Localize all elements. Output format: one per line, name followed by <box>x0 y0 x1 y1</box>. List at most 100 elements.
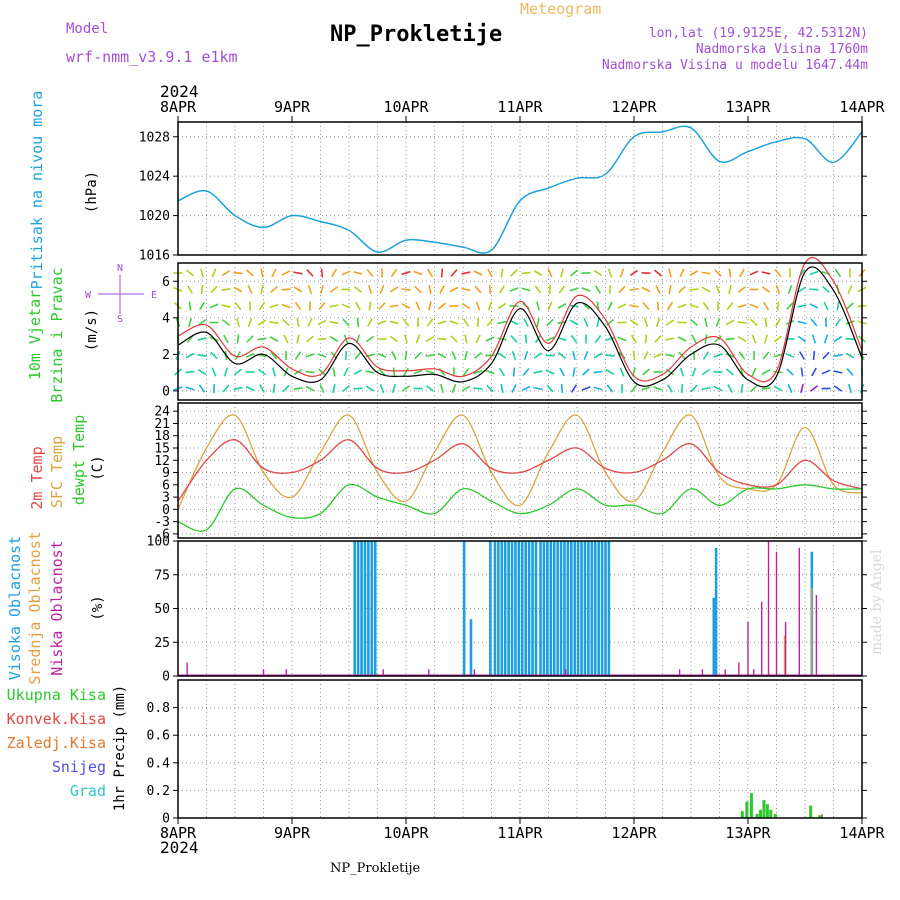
wind-arrow <box>643 317 649 328</box>
wind-arrow <box>809 385 819 392</box>
wind-arrow <box>464 350 468 361</box>
cloud-bar-high <box>549 541 553 676</box>
wind-arrow <box>474 285 482 294</box>
wind-arrow <box>368 301 372 311</box>
wind-arrow <box>641 386 651 391</box>
wind-arrow <box>749 303 759 309</box>
wind-arrow <box>797 320 807 325</box>
precip-legend-item: Konvek.Kisa <box>7 710 106 728</box>
cloud-bar-low <box>285 669 287 676</box>
wind-arrow <box>619 367 625 377</box>
wind-arrow <box>426 268 434 278</box>
wind-arrow <box>713 353 723 358</box>
cloud-bar-low <box>753 669 755 676</box>
cloud-bar-high <box>367 541 370 676</box>
wind-arrow <box>233 271 243 275</box>
wind-arrow <box>617 336 627 342</box>
precip-bar-total <box>759 809 763 818</box>
wind-arrow <box>545 336 555 342</box>
wind-arrow <box>365 385 375 392</box>
y-tick-label: 0.4 <box>147 756 171 771</box>
wind-arrow <box>547 268 553 278</box>
wind-arrow <box>486 384 494 393</box>
cloud-bar-high <box>497 541 500 676</box>
wind-arrow <box>451 384 457 393</box>
wind-arrow <box>725 319 735 326</box>
wind-arrow <box>690 318 698 327</box>
cloud-bar-high <box>469 619 473 676</box>
wind-arrow <box>281 270 291 276</box>
compass-n: N <box>117 263 123 274</box>
wind-arrow <box>282 318 290 327</box>
wind-arrow <box>260 284 264 295</box>
wind-arrow <box>440 268 444 278</box>
temp-unit-label: (C) <box>90 455 106 480</box>
wind-arrow <box>533 270 543 276</box>
wind-arrow <box>764 317 768 328</box>
wind-arrow <box>329 335 339 343</box>
wind-arrow <box>378 368 386 376</box>
wind-arrow <box>523 318 529 327</box>
wind-arrow <box>198 384 206 393</box>
footer-station: NP_Prokletije <box>330 861 421 876</box>
wind-arrow <box>402 318 410 327</box>
wind-arrow <box>761 387 771 390</box>
wind-arrow <box>847 285 853 294</box>
wind-arrow <box>546 318 554 327</box>
wind-arrow <box>701 368 711 376</box>
wind-arrow <box>329 320 339 325</box>
wind-arrow <box>534 285 542 294</box>
cloud-bar-high <box>552 541 556 676</box>
x-tick-label-bottom: 14APR <box>839 824 885 842</box>
wind-arrow <box>704 317 708 328</box>
cloud-bar-low <box>473 669 476 676</box>
wind-arrow <box>715 318 721 327</box>
t2m-axis-title: 2m Temp <box>28 446 46 509</box>
cloud-bar-high <box>373 541 377 676</box>
wind-arrow <box>341 303 351 309</box>
wind-arrow <box>569 319 579 326</box>
t2m-line <box>177 439 863 502</box>
cloud-bar-high <box>604 541 607 676</box>
cloud-bar-high <box>539 541 542 676</box>
wind-arrow <box>833 335 843 343</box>
wind-arrow <box>283 334 289 344</box>
wind-arrow <box>797 286 807 293</box>
cloud-bar-high <box>712 597 716 676</box>
wind-arrow <box>641 368 651 376</box>
wind-arrow <box>414 351 422 360</box>
wind-arrow <box>210 351 218 360</box>
wind-arrow <box>307 318 313 327</box>
wind-arrow <box>689 288 699 291</box>
wind-arrow <box>402 367 410 377</box>
wind-arrow <box>510 269 518 277</box>
wind-arrow <box>677 303 687 309</box>
wind-arrow <box>306 269 314 277</box>
compass-s: S <box>117 314 123 325</box>
y-tick-label: 1028 <box>139 130 170 145</box>
wind-arrow <box>247 318 253 327</box>
y-tick-label: 0.6 <box>147 729 170 744</box>
wind-arrow <box>680 383 684 394</box>
wind-arrow <box>679 268 685 278</box>
wind-arrow <box>776 301 780 311</box>
wind-arrow <box>378 302 386 310</box>
wind-arrow <box>536 301 540 311</box>
y-tick-label: 50 <box>154 602 170 617</box>
cloud-bar-high <box>593 541 597 676</box>
wind-arrow <box>428 284 432 295</box>
wind-arrow <box>187 285 193 294</box>
cloud-bar-high <box>524 541 527 676</box>
wind-arrow <box>485 369 495 375</box>
wind-arrow <box>282 384 290 393</box>
wind-arrow <box>605 319 615 326</box>
wind-arrow <box>319 284 325 295</box>
cloud-bar-high <box>714 547 718 676</box>
cloud-bar-high <box>363 541 367 676</box>
wind-arrow <box>845 337 855 341</box>
wind-arrow <box>750 384 758 393</box>
y-tick-label: 6 <box>162 478 170 493</box>
wind-arrow <box>437 352 447 359</box>
wind-arrow <box>739 268 745 278</box>
